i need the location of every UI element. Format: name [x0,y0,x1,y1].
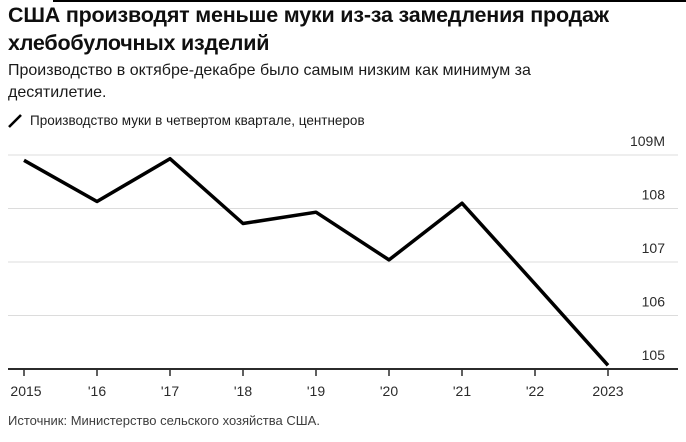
y-axis-tick-label: 105 [642,347,666,363]
x-axis-tick-label: '18 [234,383,252,399]
production-line-series [23,156,610,367]
x-axis-tick-label: '22 [526,383,544,399]
x-axis-tick-label: 2023 [592,383,623,399]
y-axis-tick-label: 108 [642,187,666,203]
x-axis-tick-label: 2015 [10,383,41,399]
legend-label: Производство муки в четвертом квартале, … [30,113,365,128]
line-series-icon [8,113,23,128]
legend: Производство муки в четвертом квартале, … [8,113,365,128]
source-note: Источник: Министерство сельского хозяйст… [8,413,320,428]
y-axis-tick-label: 107 [642,240,666,256]
chart-title: США производят меньше муки из-за замедле… [8,3,609,55]
x-axis-tick-label: '20 [380,383,398,399]
y-axis-tick-label: 106 [642,294,666,310]
x-axis-tick-label: '16 [88,383,106,399]
x-axis-tick-label: '21 [453,383,471,399]
x-axis-tick-label: '17 [161,383,179,399]
y-axis-tick-label: 109M [630,133,665,149]
chart-subtitle: Производство в октябре-декабре было самы… [8,62,531,101]
x-axis-tick-label: '19 [307,383,325,399]
top-rule [53,0,686,2]
